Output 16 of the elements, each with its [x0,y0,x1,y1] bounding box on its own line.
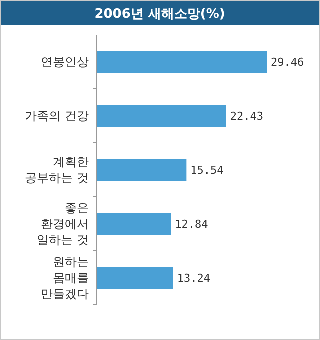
bar [97,267,174,289]
bar [97,213,172,235]
chart-title: 2006년 새해소망(%) [94,7,226,22]
data-label: 12.84 [175,218,209,231]
data-label: 15.54 [190,164,224,177]
y-tick-label: 가족의 건강 [25,109,89,123]
bar [97,159,187,181]
data-label: 29.46 [271,56,304,69]
y-tick-label: 연봉인상 [41,55,89,69]
data-label: 13.24 [177,272,211,285]
y-tick-label: 계획한 공부하는 것 [25,155,89,185]
data-label: 22.43 [230,110,264,123]
bar [97,105,226,127]
y-tick-label: 원하는 몸매를 만들겠다 [41,255,89,301]
bar [97,51,267,73]
y-tick-label: 좋은 환경에서 일하는 것 [37,201,89,247]
